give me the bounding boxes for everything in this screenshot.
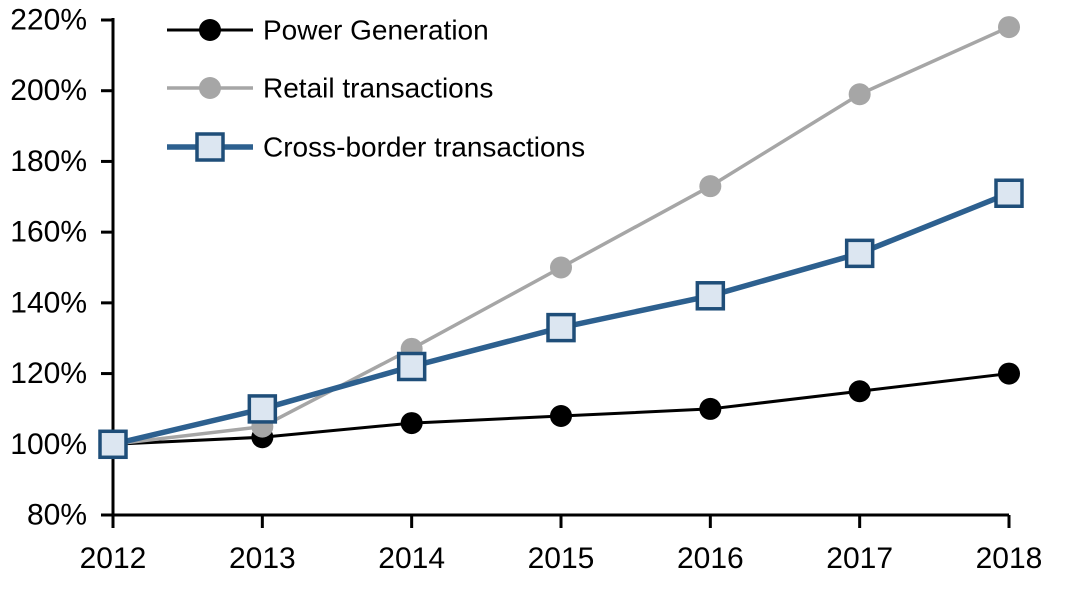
- y-axis-label: 120%: [10, 357, 87, 390]
- data-point-cross-border-transactions: [247, 394, 278, 424]
- data-point-cross-border-transactions: [546, 312, 576, 343]
- y-axis-label: 200%: [10, 74, 87, 107]
- x-axis-label: 2018: [976, 542, 1043, 575]
- data-point-power-generation: [550, 405, 572, 427]
- y-axis-label: 140%: [10, 286, 87, 319]
- data-point-retail-transactions: [550, 256, 572, 279]
- y-axis-label: 100%: [10, 428, 87, 461]
- legend-marker-retail-transactions: [199, 77, 221, 99]
- data-point-cross-border-transactions: [695, 281, 726, 311]
- x-axis-label: 2016: [677, 542, 744, 575]
- x-axis-label: 2012: [80, 542, 147, 575]
- data-point-power-generation: [848, 380, 871, 403]
- y-axis-label: 180%: [10, 145, 87, 178]
- legend-label-retail-transactions: Retail transactions: [263, 73, 493, 104]
- data-point-retail-transactions: [699, 175, 722, 198]
- data-point-retail-transactions: [998, 16, 1020, 39]
- legend-label-cross-border-transactions: Cross-border transactions: [263, 132, 585, 163]
- data-point-cross-border-transactions: [994, 178, 1024, 208]
- x-axis-label: 2013: [229, 542, 296, 575]
- x-axis-label: 2015: [528, 542, 595, 575]
- x-axis-label: 2017: [826, 542, 893, 575]
- data-point-power-generation: [400, 412, 423, 435]
- y-axis-label: 80%: [27, 499, 87, 532]
- y-axis-label: 160%: [10, 216, 87, 249]
- data-point-retail-transactions: [848, 83, 871, 106]
- data-point-cross-border-transactions: [844, 238, 875, 269]
- y-axis-label: 220%: [10, 4, 87, 37]
- legend-label-power-generation: Power Generation: [263, 15, 489, 46]
- data-point-cross-border-transactions: [396, 351, 427, 382]
- data-point-cross-border-transactions: [98, 429, 128, 460]
- data-point-power-generation: [998, 362, 1020, 385]
- legend-marker-power-generation: [199, 19, 221, 41]
- x-axis-label: 2014: [378, 542, 445, 575]
- data-point-power-generation: [699, 397, 722, 420]
- legend-marker-cross-border-transactions: [195, 132, 225, 162]
